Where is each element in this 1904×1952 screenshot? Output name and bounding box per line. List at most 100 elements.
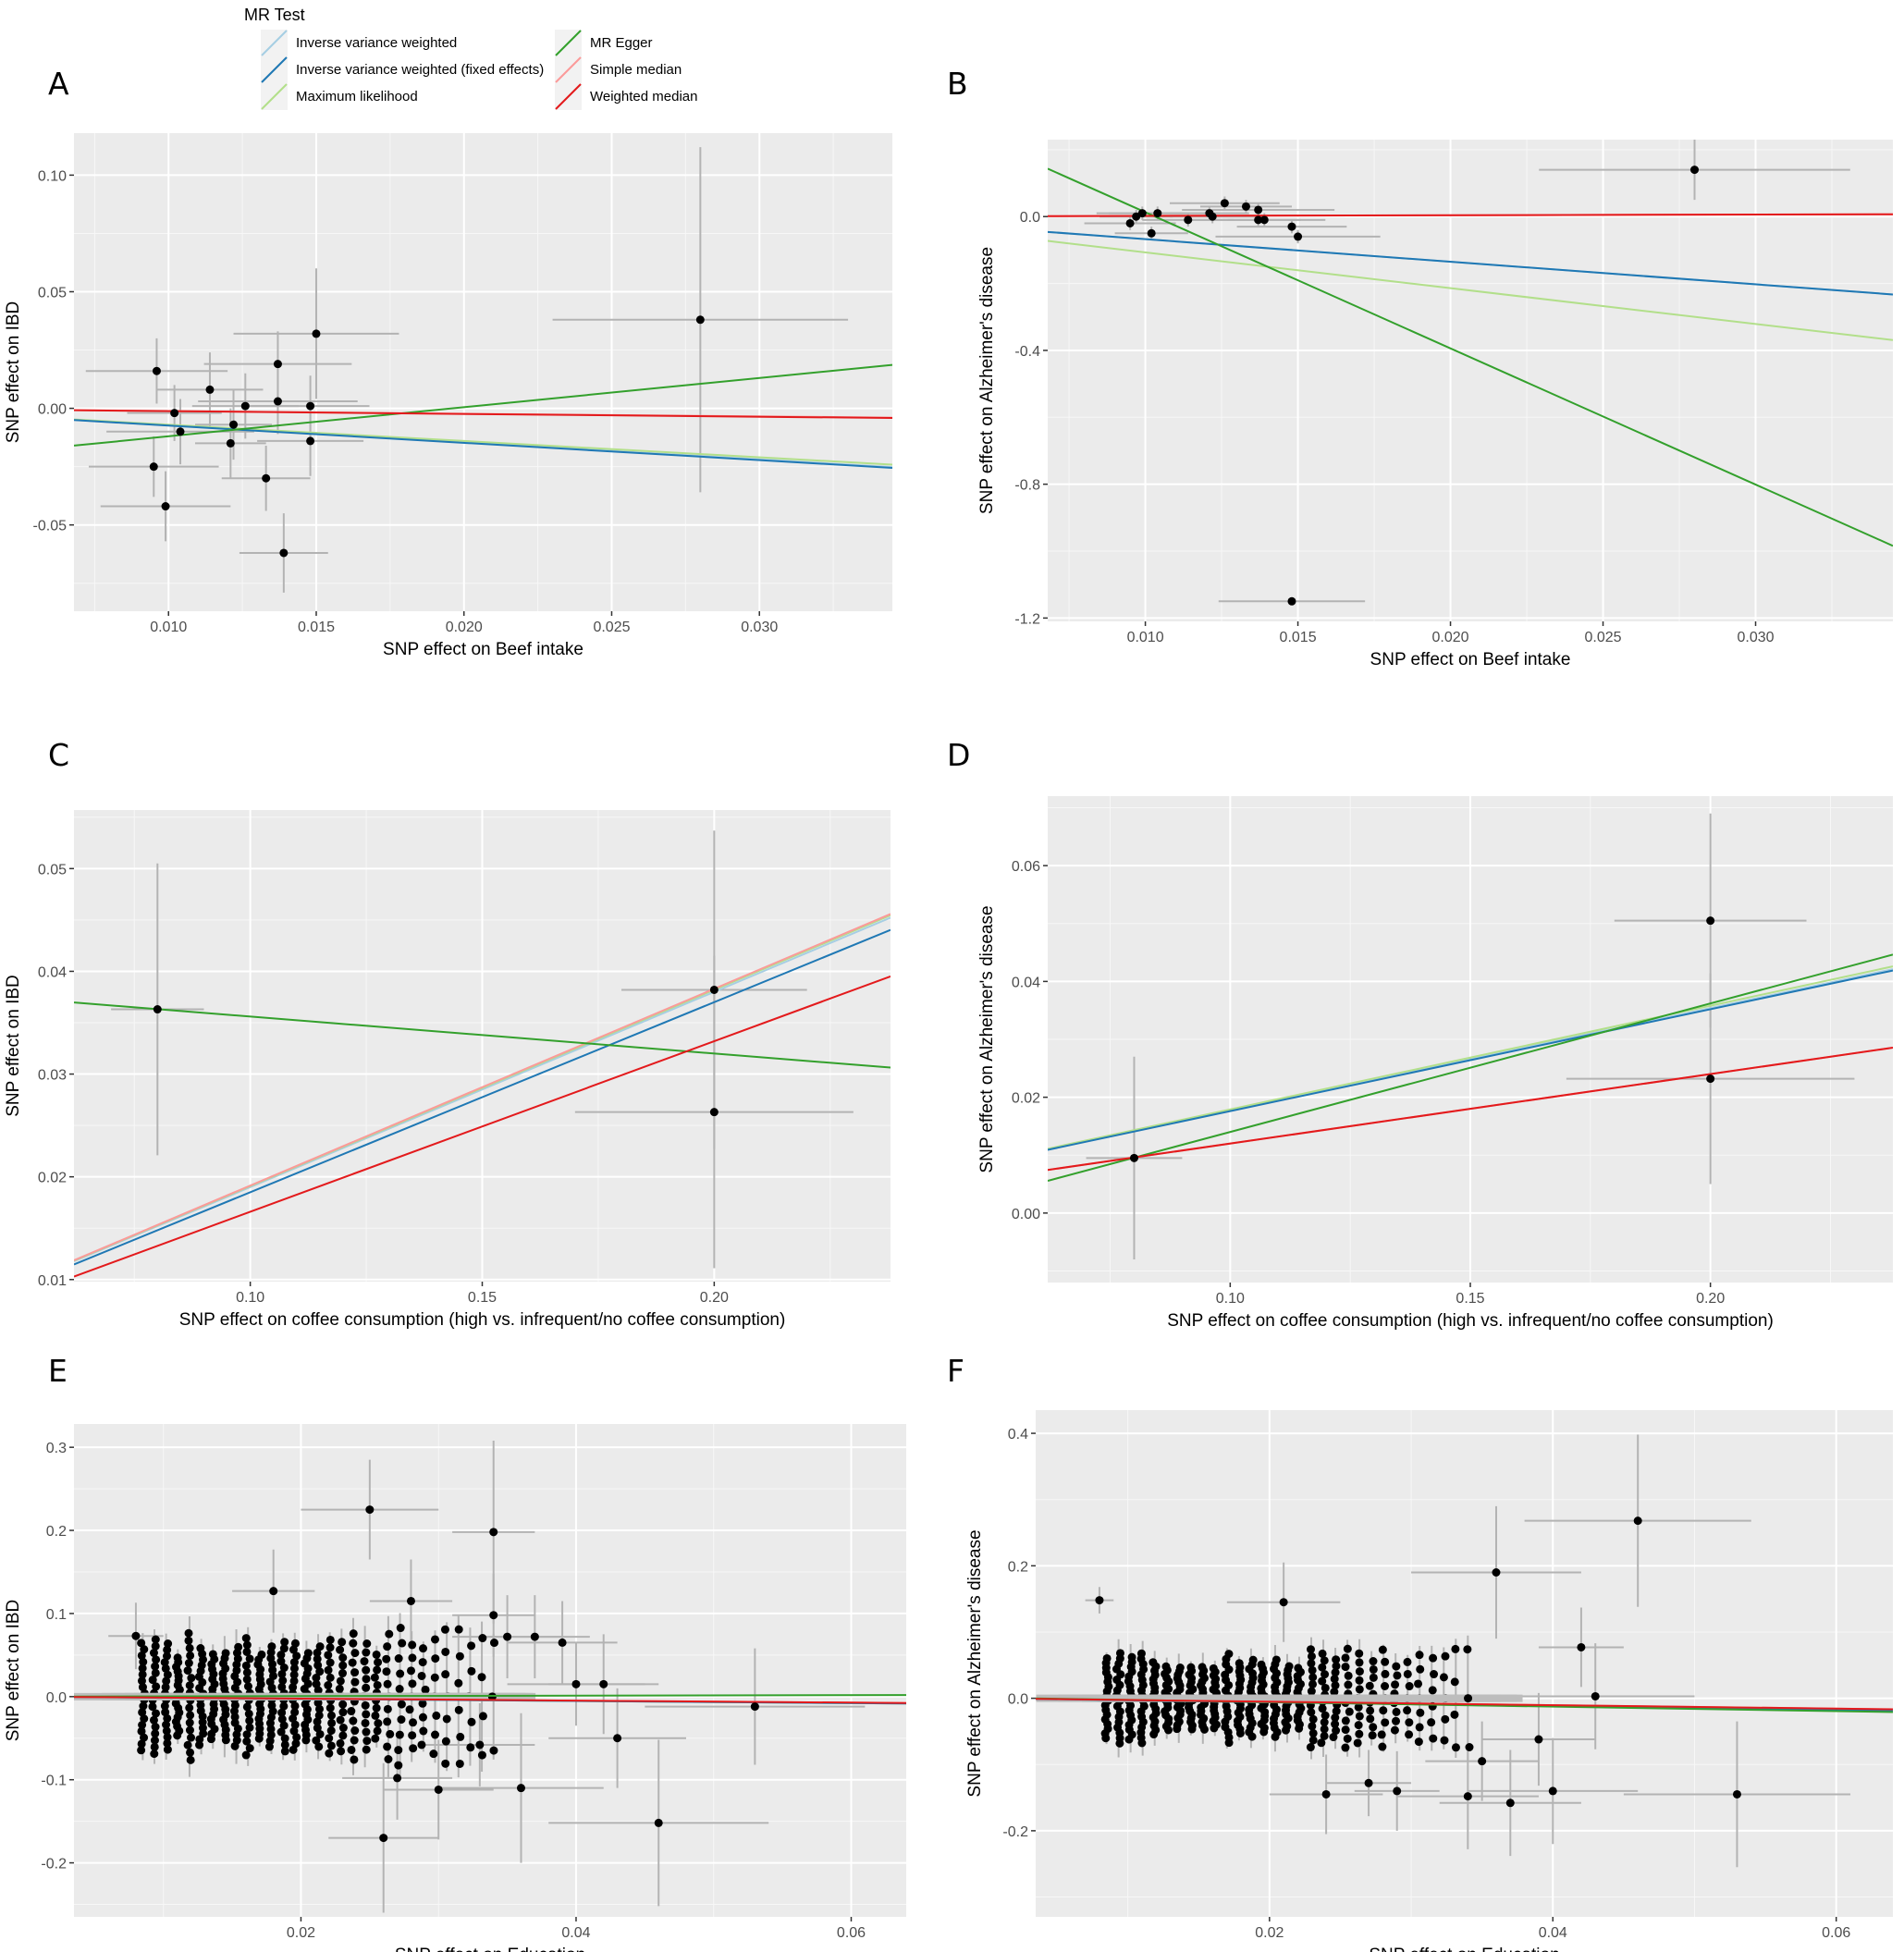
snp-point bbox=[280, 1740, 289, 1749]
snp-point bbox=[289, 1726, 299, 1736]
snp-point bbox=[326, 1741, 336, 1750]
snp-point bbox=[408, 1653, 417, 1663]
plot-area bbox=[1036, 1434, 1893, 1868]
snp-point bbox=[151, 1662, 160, 1671]
snp-point bbox=[161, 1663, 170, 1673]
snp-point bbox=[312, 1679, 321, 1688]
snp-point bbox=[336, 1645, 345, 1654]
snp-point bbox=[313, 1699, 323, 1708]
snp-point bbox=[279, 1663, 289, 1673]
snp-point bbox=[324, 1665, 333, 1675]
snp-point bbox=[292, 1651, 301, 1661]
snp-point bbox=[326, 1703, 335, 1713]
snp-point bbox=[365, 1505, 375, 1515]
snp-point bbox=[405, 1705, 414, 1714]
snp-point bbox=[176, 427, 185, 436]
snp-point bbox=[276, 1727, 286, 1737]
snp-point bbox=[1330, 1688, 1339, 1697]
snp-point bbox=[185, 1703, 194, 1713]
snp-point bbox=[279, 1701, 289, 1711]
mr-line bbox=[1048, 167, 1893, 547]
legend-key-line bbox=[555, 56, 582, 83]
snp-point bbox=[750, 1702, 759, 1712]
snp-point bbox=[1329, 1733, 1338, 1742]
snp-point bbox=[1633, 1516, 1642, 1526]
snp-point bbox=[326, 1658, 335, 1667]
snp-point bbox=[1317, 1738, 1326, 1748]
snp-point bbox=[360, 1657, 369, 1666]
snp-point bbox=[371, 1734, 380, 1743]
snp-point bbox=[374, 1719, 383, 1728]
snp-point bbox=[571, 1679, 581, 1688]
snp-point bbox=[273, 360, 282, 369]
snp-point bbox=[1115, 1649, 1124, 1658]
snp-point bbox=[1439, 1673, 1448, 1682]
snp-point bbox=[185, 1718, 194, 1727]
snp-point bbox=[314, 1711, 324, 1720]
snp-point bbox=[242, 1702, 252, 1712]
points bbox=[153, 985, 719, 1117]
snp-point bbox=[184, 1636, 193, 1645]
x-tick-label: 0.02 bbox=[1255, 1925, 1284, 1941]
snp-point bbox=[289, 1745, 298, 1754]
snp-point bbox=[1306, 1743, 1315, 1752]
snp-point bbox=[152, 1682, 161, 1691]
snp-point bbox=[140, 1714, 149, 1724]
snp-point bbox=[245, 1716, 254, 1725]
snp-point bbox=[362, 1683, 371, 1692]
snp-point bbox=[1318, 1704, 1327, 1713]
snp-point bbox=[1405, 1718, 1414, 1727]
snp-point bbox=[384, 1755, 393, 1764]
y-tick-label: 0.02 bbox=[1012, 1091, 1040, 1107]
snp-point bbox=[1355, 1712, 1364, 1721]
snp-point bbox=[348, 1658, 357, 1667]
snp-point bbox=[221, 1649, 230, 1658]
snp-point bbox=[1331, 1681, 1340, 1690]
snp-point bbox=[1355, 1649, 1364, 1658]
snp-point bbox=[1548, 1786, 1557, 1796]
y-tick-label: 0.06 bbox=[1012, 859, 1040, 875]
snp-point bbox=[1235, 1659, 1244, 1668]
snp-point bbox=[1364, 1778, 1373, 1787]
snp-point bbox=[432, 1711, 441, 1720]
snp-point bbox=[161, 1683, 170, 1692]
snp-point bbox=[161, 502, 170, 511]
mr-line bbox=[74, 363, 892, 447]
snp-point bbox=[466, 1743, 475, 1752]
snp-point bbox=[280, 1638, 289, 1647]
snp-point bbox=[456, 1732, 465, 1741]
snp-point bbox=[558, 1638, 567, 1647]
y-tick-label: -0.8 bbox=[1014, 478, 1040, 494]
snp-point bbox=[1321, 1670, 1330, 1679]
legend-item: Weighted median bbox=[555, 83, 697, 110]
snp-point bbox=[395, 1730, 404, 1739]
legend-key-line bbox=[555, 83, 582, 110]
snp-point bbox=[1440, 1736, 1449, 1745]
snp-point bbox=[290, 1720, 300, 1729]
snp-point bbox=[1307, 1687, 1316, 1696]
snp-point bbox=[394, 1746, 403, 1755]
snp-point bbox=[1378, 1742, 1387, 1751]
snp-point bbox=[139, 1657, 148, 1666]
mr-lines bbox=[1048, 953, 1893, 1182]
snp-point bbox=[273, 397, 282, 406]
legend-label: Maximum likelihood bbox=[296, 89, 418, 104]
panel-e: 0.02 0.04 0.06 -0.2 -0.1 0.0 0.1 0.2 0.3 SNP effe… bbox=[4, 1424, 906, 1952]
y-axis-title: SNP effect on IBD bbox=[4, 1600, 23, 1742]
snp-point bbox=[187, 1733, 196, 1742]
y-axis-title: SNP effect on IBD bbox=[4, 975, 23, 1117]
snp-point bbox=[313, 1654, 322, 1663]
snp-point bbox=[338, 1661, 348, 1670]
snp-point bbox=[137, 1639, 146, 1648]
snp-point bbox=[242, 1730, 252, 1739]
snp-point bbox=[350, 1677, 360, 1687]
snp-point bbox=[245, 1654, 254, 1663]
snp-point bbox=[149, 1649, 158, 1658]
snp-point bbox=[709, 1108, 719, 1117]
snp-point bbox=[1137, 209, 1147, 218]
x-tick-label: 0.030 bbox=[741, 620, 778, 635]
snp-point bbox=[516, 1784, 525, 1793]
snp-point bbox=[417, 1671, 426, 1680]
snp-point bbox=[289, 1663, 299, 1673]
snp-point bbox=[1136, 1649, 1146, 1658]
